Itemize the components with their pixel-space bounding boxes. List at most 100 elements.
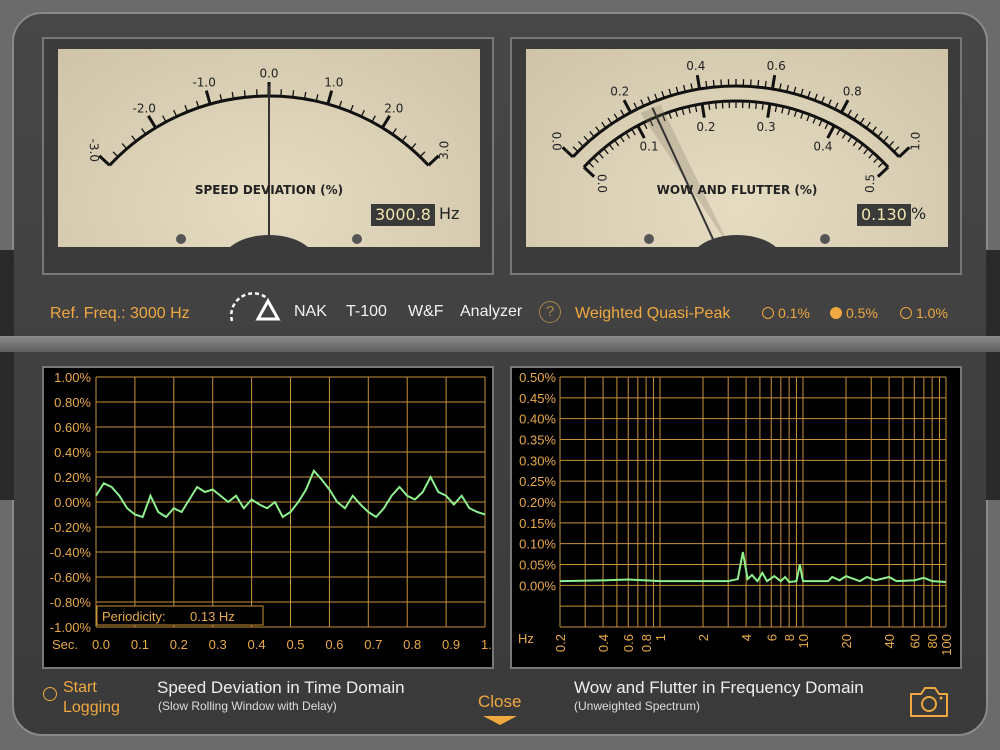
meter-tick [793,109,798,117]
x-tick-label: 40 [882,634,897,648]
meter-tick [853,113,859,121]
chart1-subtitle: (Slow Rolling Window with Delay) [158,699,337,713]
meter-tick [419,151,426,158]
meter-tick [608,143,614,151]
meter-tick [141,128,147,135]
meter-tick [326,90,334,105]
meter-tick [195,100,200,108]
meter-tick [349,105,354,113]
meter-tick [98,154,111,167]
meter-tick [173,109,178,117]
meter-tick [640,99,645,107]
meter-tick [674,109,679,117]
meter-tick [847,109,852,117]
readout-unit: Hz [439,204,460,223]
screw-icon [820,234,830,244]
x-tick-label: 0.8 [639,634,654,652]
meter-tick [700,103,706,118]
meter-tick [708,102,711,110]
y-tick-label: 0.40% [519,412,556,427]
help-icon[interactable]: ? [539,301,561,323]
start-logging-button[interactable]: Start Logging [63,679,120,716]
range-0.1[interactable]: 0.1% [762,305,810,321]
meter-tick [893,146,900,153]
frequency-domain-chart: 0.50% 0.45% 0.40% 0.35% 0.30% 0.25% 0.20% 0.15%… [510,366,962,669]
meter-tick [649,119,654,127]
y-tick-label: 0.50% [519,370,556,385]
meter-scale-label: 0.1 [640,139,659,153]
meter-tick [824,122,829,130]
x-tick-label: 4 [739,634,754,641]
meter-tick [807,91,811,99]
meter-tick [661,114,666,122]
meter-tick [827,99,832,107]
y-tick-label: -1.00% [50,620,92,635]
meter-scale-label: 0.0 [595,174,610,194]
meter-tick [778,83,782,91]
weighting-mode[interactable]: Weighted Quasi-Peak [575,305,731,322]
meter-tick [877,161,884,168]
radio-icon [762,307,774,319]
time-domain-chart: 0.0 0.1 0.2 0.3 0.4 0.5 0.6 0.7 0.8 0.9 1.0 1.00% 0.… [42,366,499,669]
x-axis-label: Sec. [52,637,78,652]
meter-needle [651,107,718,247]
meter-scale-label: -2.0 [132,102,155,116]
x-tick-label: 20 [839,634,854,648]
x-tick-label: 6 [764,634,779,641]
x-tick-label: 8 [782,634,797,641]
screw-icon [352,234,362,244]
meter-tick [786,84,789,93]
meter-tick [112,151,119,158]
chart2-subtitle: (Unweighted Spectrum) [574,699,701,713]
meter-tick [622,99,632,114]
radio-icon [900,307,912,319]
meter-tick [787,107,791,116]
meter-tick [812,116,817,124]
y-tick-label: 1.00% [54,370,91,385]
meter-tick [613,113,619,121]
meter-tick [755,101,758,110]
nak-logo-icon [230,292,281,322]
x-tick-label: 10 [796,634,811,648]
meter-scale-label: 0.4 [813,139,832,153]
meter-tick [243,90,246,98]
logging-radio[interactable] [43,687,57,701]
x-tick-label: 0.7 [364,637,382,652]
meter-scale-label: 3.0 [437,141,452,161]
camera-icon[interactable] [908,684,950,720]
meter-tick [877,131,883,138]
meter-tick [793,86,797,94]
meter-tick [593,157,599,164]
close-arrow-icon[interactable] [483,716,517,725]
meter-tick [410,143,417,150]
y-tick-label: 0.40% [54,445,91,460]
x-axis-label: Hz [518,631,534,646]
meter-tick [770,74,777,90]
meter-scale-label: 0.3 [757,120,776,134]
meter-tick [583,135,590,143]
close-button[interactable]: Close [478,692,522,711]
x-tick-label: 2 [696,634,711,641]
meter-tick [781,106,784,114]
range-1.0[interactable]: 1.0% [900,305,948,321]
meter-tick [681,107,685,116]
left-handle [0,250,14,500]
x-tick-label: 100 [939,634,954,656]
meter-tick [360,109,365,117]
range-0.5[interactable]: 0.5% [830,305,878,321]
x-tick-label: 0.8 [403,637,421,652]
chart1-title: Speed Deviation in Time Domain [157,678,405,697]
wow-flutter-meter: 0.0 0.2 0.4 0.6 0.8 1.0 0.0 0.1 0.2 0.3 0.4 0.5 WOW… [510,37,962,275]
readout-unit: % [911,204,927,223]
y-tick-label: -0.60% [50,570,92,585]
meter-tick [868,152,874,159]
y-tick-label: 0.30% [519,453,556,468]
meter-tick [292,90,295,98]
meter-tick [688,106,691,114]
periodicity-box [96,605,264,626]
wf-readout: 0.130 [857,204,911,226]
brand-model: T-100 [346,303,387,320]
x-tick-label: 0.1 [131,637,149,652]
meter-tick [121,143,128,150]
meter-tick [619,135,625,143]
